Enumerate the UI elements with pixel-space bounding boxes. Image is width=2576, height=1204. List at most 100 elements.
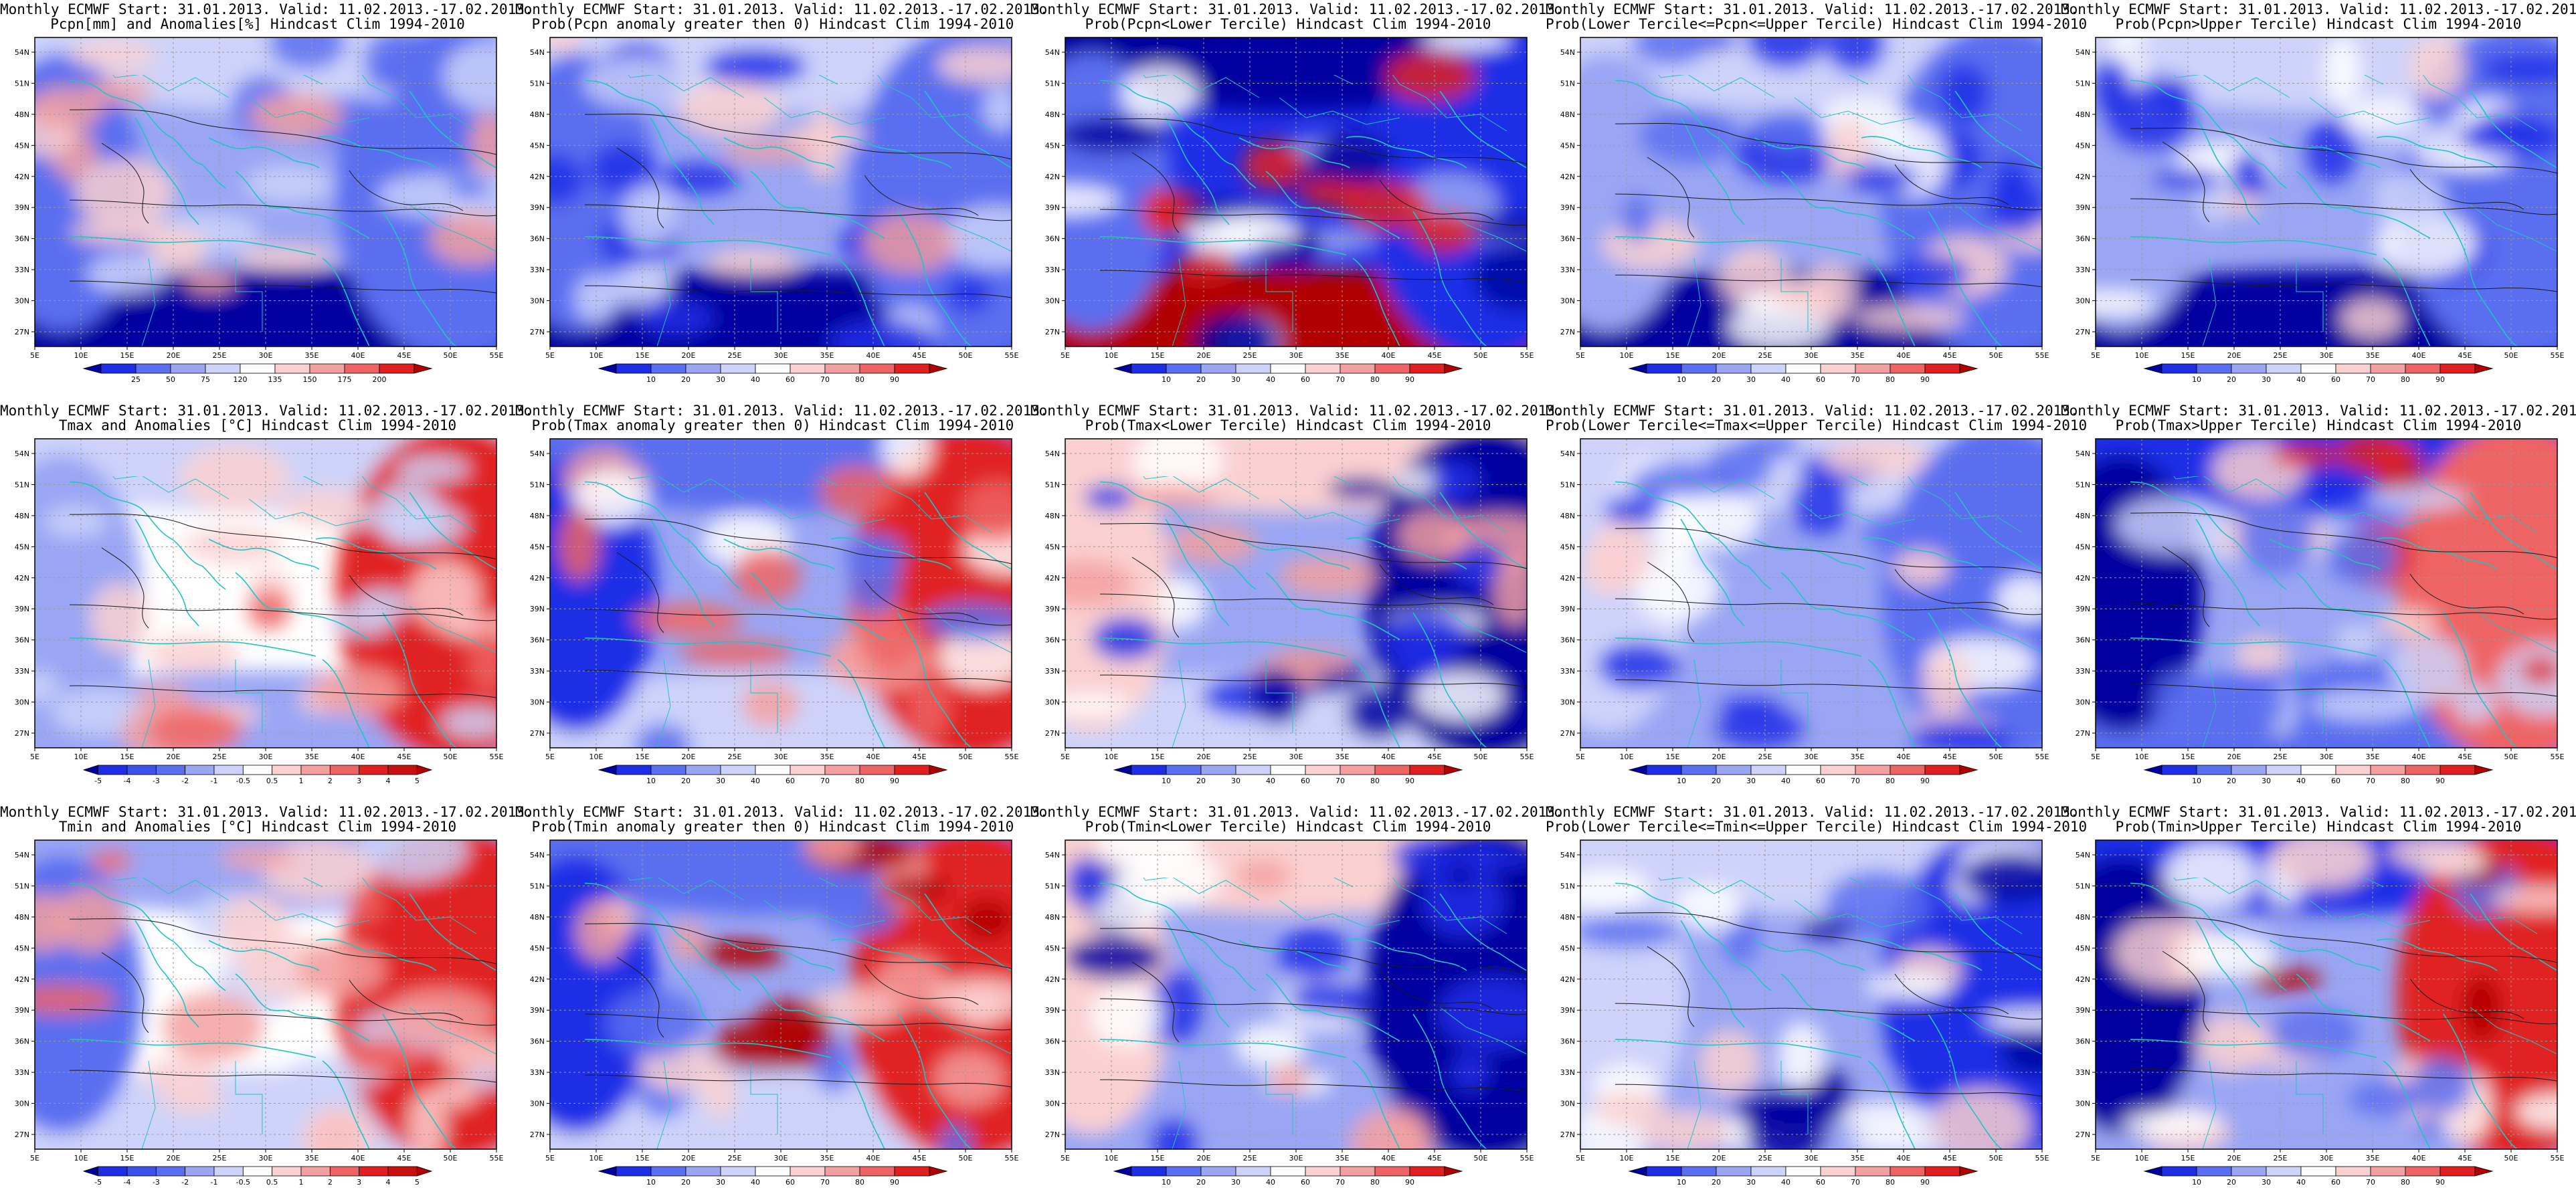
colorbar-label: 90 — [1920, 777, 1930, 785]
lat-tick-label: 54N — [1045, 449, 1060, 458]
colorbar-label: 90 — [890, 1178, 899, 1187]
colorbar-label: 10 — [1162, 777, 1171, 785]
colorbar-label: 30 — [1231, 777, 1240, 785]
colorbar: 10 20 30 40 60 70 80 90 — [597, 1166, 948, 1187]
lon-tick-label: 30E — [259, 752, 273, 761]
lon-tick-label: 35E — [1851, 1154, 1865, 1163]
panel-title-line1: Monthly ECMWF Start: 31.01.2013. Valid: … — [0, 403, 533, 419]
lon-tick-label: 15E — [1151, 351, 1165, 360]
lat-tick-label: 51N — [15, 79, 29, 88]
lat-tick-label: 36N — [15, 235, 29, 243]
lat-tick-label: 27N — [15, 1130, 29, 1139]
colorbar-label: 1 — [299, 1178, 304, 1187]
colorbar-label: 25 — [131, 375, 141, 384]
lon-tick-label: 30E — [774, 752, 788, 761]
forecast-panel: Monthly ECMWF Start: 31.01.2013. Valid: … — [1030, 803, 1564, 1204]
colorbar-label: 90 — [1920, 1178, 1930, 1187]
panel-title-line2: Tmin and Anomalies [°C] Hindcast Clim 19… — [58, 819, 457, 835]
panel-title-line2: Prob(Lower Tercile<=Pcpn<=Upper Tercile)… — [1546, 16, 2088, 32]
lat-tick-label: 39N — [530, 1006, 545, 1015]
colorbar-label: 70 — [1851, 375, 1860, 384]
lon-tick-label: 35E — [1851, 351, 1865, 360]
lon-tick-label: 40E — [351, 752, 365, 761]
lon-tick-label: 55E — [2035, 351, 2049, 360]
coastlines — [2130, 882, 2558, 1150]
country-borders — [1658, 878, 2043, 1150]
lon-tick-label: 55E — [1005, 1154, 1019, 1163]
lon-tick-label: 45E — [913, 1154, 927, 1163]
country-borders — [628, 476, 1012, 748]
lat-tick-label: 54N — [1560, 48, 1575, 57]
lat-tick-label: 39N — [15, 203, 29, 212]
lon-tick-label: 5E — [545, 351, 555, 360]
contour-lines — [70, 918, 497, 1083]
lon-tick-label: 10E — [1105, 752, 1119, 761]
lat-tick-label: 48N — [530, 913, 545, 922]
colorbar-label: 60 — [1816, 1178, 1825, 1187]
colorbar-label: -1 — [211, 777, 218, 785]
lon-tick-label: 15E — [2181, 752, 2195, 761]
colorbar-label: 30 — [1231, 375, 1240, 384]
lon-tick-label: 25E — [1758, 1154, 1772, 1163]
coastlines — [1100, 481, 1528, 748]
panel-title-line1: Monthly ECMWF Start: 31.01.2013. Valid: … — [2061, 1, 2576, 17]
colorbar-label: 70 — [1851, 777, 1860, 785]
lat-tick-label: 51N — [2076, 79, 2090, 88]
panel-title-line2: Prob(Tmax>Upper Tercile) Hindcast Clim 1… — [2115, 417, 2522, 433]
lon-tick-label: 5E — [1061, 1154, 1070, 1163]
country-borders — [1658, 75, 2043, 347]
colorbar-label: 80 — [1885, 777, 1895, 785]
lon-tick-label: 40E — [351, 1154, 365, 1163]
colorbar-label: 10 — [1162, 1178, 1171, 1187]
colorbar-label: 4 — [386, 777, 391, 785]
lon-tick-label: 15E — [636, 351, 650, 360]
country-borders — [628, 878, 1012, 1150]
graticule — [550, 840, 1012, 1149]
lon-tick-label: 25E — [1758, 351, 1772, 360]
panel-title-line2: Tmax and Anomalies [°C] Hindcast Clim 19… — [58, 417, 457, 433]
lat-tick-label: 30N — [1560, 297, 1575, 306]
colorbar-label: 70 — [1336, 777, 1345, 785]
colorbar: 10 20 30 40 60 70 80 90 — [1113, 765, 1463, 785]
lon-tick-label: 55E — [1520, 1154, 1534, 1163]
lat-tick-label: 39N — [530, 203, 545, 212]
colorbar: 10 20 30 40 60 70 80 90 — [1113, 363, 1463, 384]
anomaly-field — [550, 37, 1012, 346]
colorbar-label: 80 — [2401, 1178, 2410, 1187]
panel-title-line2: Prob(Pcpn<Lower Tercile) Hindcast Clim 1… — [1085, 16, 1491, 32]
lon-tick-label: 55E — [2551, 752, 2565, 761]
lat-tick-label: 27N — [15, 729, 29, 738]
colorbar-label: 20 — [681, 375, 691, 384]
lat-tick-label: 39N — [530, 605, 545, 613]
lat-tick-label: 54N — [1560, 851, 1575, 860]
colorbar-label: 60 — [1301, 1178, 1310, 1187]
lon-tick-label: 55E — [2551, 1154, 2565, 1163]
lon-tick-label: 5E — [2091, 351, 2100, 360]
anomaly-field — [550, 840, 1012, 1149]
lat-tick-label: 30N — [1045, 698, 1060, 707]
colorbar: 10 20 30 40 60 70 80 90 — [597, 765, 948, 785]
lon-tick-label: 45E — [913, 752, 927, 761]
country-borders — [112, 476, 497, 748]
colorbar: 25 50 75 120 135 150 175 200 — [82, 363, 433, 384]
forecast-panel: Monthly ECMWF Start: 31.01.2013. Valid: … — [515, 0, 1048, 401]
lat-tick-label: 33N — [1560, 266, 1575, 274]
lon-tick-label: 15E — [120, 351, 134, 360]
colorbar-label: 60 — [2331, 777, 2340, 785]
lon-tick-label: 25E — [728, 351, 742, 360]
lon-tick-label: 10E — [1105, 1154, 1119, 1163]
colorbar-label: 1 — [299, 777, 304, 785]
panel-title-line1: Monthly ECMWF Start: 31.01.2013. Valid: … — [1030, 804, 1564, 820]
coastlines — [1100, 882, 1528, 1150]
lon-tick-label: 10E — [589, 752, 604, 761]
lon-tick-label: 45E — [397, 351, 411, 360]
lat-tick-label: 45N — [2076, 542, 2090, 551]
colorbar-label: 150 — [303, 375, 317, 384]
lon-tick-label: 15E — [636, 1154, 650, 1163]
lon-tick-label: 35E — [305, 351, 319, 360]
lon-tick-label: 50E — [444, 1154, 458, 1163]
